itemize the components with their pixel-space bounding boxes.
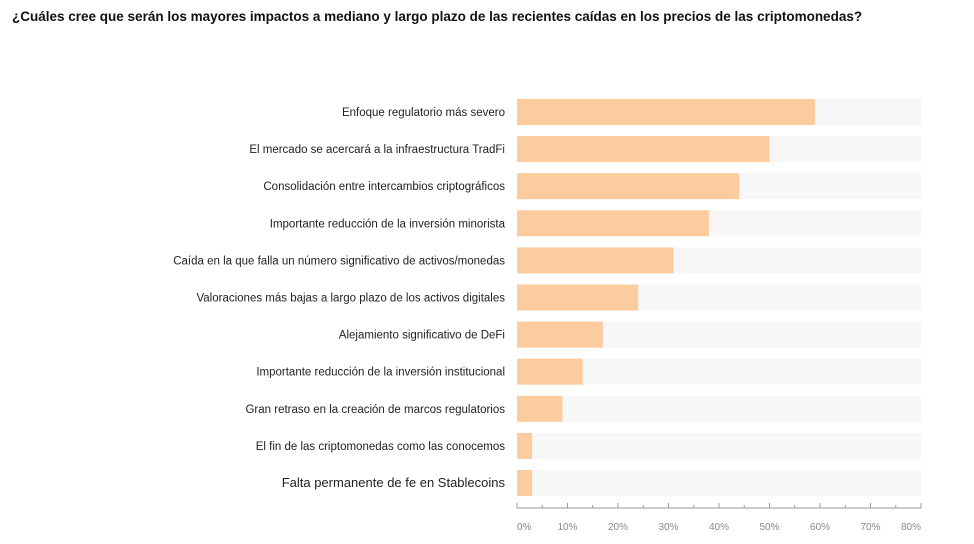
category-label: Enfoque regulatorio más severo: [342, 107, 505, 119]
bar-track: [517, 432, 921, 459]
category-label: Gran retraso en la creación de marcos re…: [245, 404, 505, 416]
category-label: Importante reducción de la inversión min…: [270, 218, 506, 230]
bar-track: [517, 358, 921, 385]
bar: [517, 470, 533, 496]
x-tick-label: 30%: [658, 522, 678, 533]
category-label: El fin de las criptomonedas como las con…: [256, 441, 506, 453]
bar: [517, 432, 533, 459]
bar-track: [517, 470, 921, 496]
category-label: Falta permanente de fe en Stablecoins: [282, 475, 506, 490]
x-tick-label: 80%: [901, 522, 921, 533]
x-tick-label: 70%: [860, 522, 880, 533]
category-label: Caída en la que falla un número signific…: [173, 255, 505, 267]
bar: [517, 136, 770, 163]
category-label: Valoraciones más bajas a largo plazo de …: [196, 293, 505, 305]
category-label: Alejamiento significativo de DeFi: [339, 330, 505, 342]
category-label: Consolidación entre intercambios criptog…: [263, 181, 505, 193]
x-tick-label: 60%: [810, 522, 830, 533]
bar: [517, 210, 709, 237]
x-tick-label: 20%: [608, 522, 628, 533]
bar: [517, 358, 583, 385]
x-tick-label: 40%: [709, 522, 729, 533]
bar: [517, 173, 740, 200]
bar: [517, 395, 563, 422]
x-tick-label: 50%: [759, 522, 779, 533]
chart-title: ¿Cuáles cree que serán los mayores impac…: [12, 9, 863, 24]
category-label: El mercado se acercará a la infraestruct…: [249, 144, 505, 156]
bar-track: [517, 395, 921, 422]
x-tick-label: 10%: [557, 522, 577, 533]
bar: [517, 321, 603, 348]
bar: [517, 99, 815, 125]
bar: [517, 247, 674, 274]
category-label: Importante reducción de la inversión ins…: [256, 367, 505, 379]
x-tick-label: 0%: [517, 522, 532, 533]
bar: [517, 284, 639, 311]
